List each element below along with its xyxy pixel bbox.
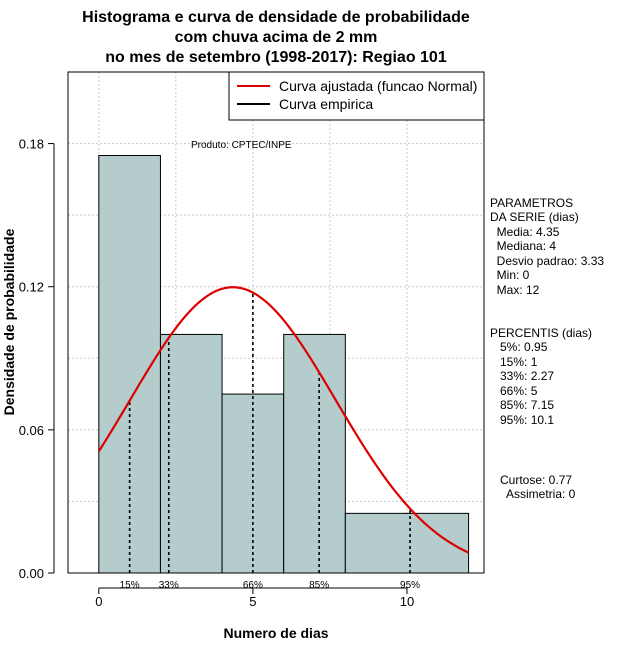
legend-label-fit: Curva ajustada (funcao Normal) <box>279 78 477 94</box>
curtose-line: Curtose: 0.77 <box>500 473 572 487</box>
parametros-line-3: Media: 4.35 <box>490 225 560 239</box>
chart-title-line-1: Histograma e curva de densidade de proba… <box>82 9 470 26</box>
percentis-line-3: 15%: 1 <box>490 355 538 369</box>
product-annotation: Produto: CPTEC/INPE <box>191 140 292 151</box>
shape-block: Curtose: 0.77 Assimetria: 0 <box>500 473 576 501</box>
histogram-bar-3 <box>283 333 346 574</box>
chart-title-line-3: no mes de setembro (1998-2017): Regiao 1… <box>105 49 447 66</box>
legend: Curva ajustada (funcao Normal) Curva emp… <box>228 71 485 121</box>
chart-title-line-2: com chuva acima de 2 mm <box>175 29 378 46</box>
percentis-line-7: 95%: 10.1 <box>490 413 554 427</box>
y-tick-label-2: 0.12 <box>19 280 44 295</box>
histogram-bar-1 <box>159 333 223 574</box>
histogram-bar-2 <box>221 393 285 574</box>
y-tick-label-0: 0.00 <box>19 566 44 581</box>
curve-layer <box>97 286 470 554</box>
percentis-line-4: 33%: 2.27 <box>490 369 554 383</box>
x-axis-label: Numero de dias <box>223 625 328 641</box>
percentile-label-4: 95% <box>400 580 420 591</box>
legend-label-empirical: Curva empirica <box>279 96 373 112</box>
parametros-line-7: Max: 12 <box>490 283 540 297</box>
percentis-line-2: 5%: 0.95 <box>490 340 548 354</box>
percentile-label-3: 85% <box>309 580 329 591</box>
parametros-line-1: PARAMETROS <box>490 196 573 210</box>
bars-layer <box>98 155 470 574</box>
y-tick-label-3: 0.18 <box>19 137 44 152</box>
x-tick-label-2: 10 <box>400 594 414 609</box>
parametros-line-4: Mediana: 4 <box>490 239 556 253</box>
parametros-line-5: Desvio padrao: 3.33 <box>490 254 604 268</box>
percentile-label-1: 33% <box>159 580 179 591</box>
legend-box <box>228 71 485 121</box>
percentile-lines-layer: 15% 33% 66% 85% 95% <box>120 292 420 591</box>
parametros-line-2: DA SERIE (dias) <box>490 210 579 224</box>
percentis-line-1: PERCENTIS (dias) <box>490 326 592 340</box>
percentis-line-6: 85%: 7.15 <box>490 398 554 412</box>
percentis-line-5: 66%: 5 <box>490 384 538 398</box>
normal-fit-curve <box>97 286 470 554</box>
y-tick-label-1: 0.06 <box>19 423 44 438</box>
histogram-bar-0 <box>98 155 161 574</box>
x-tick-label-1: 5 <box>249 594 256 609</box>
chart-title: Histograma e curva de densidade de proba… <box>82 9 470 66</box>
percentis-block: PERCENTIS (dias) 5%: 0.95 15%: 1 33%: 2.… <box>490 326 592 427</box>
percentile-label-0: 15% <box>120 580 140 591</box>
parametros-line-6: Min: 0 <box>490 268 530 282</box>
assimetria-line: Assimetria: 0 <box>500 487 576 501</box>
percentile-label-2: 66% <box>243 580 263 591</box>
stats-panel: PARAMETROS DA SERIE (dias) Media: 4.35 M… <box>490 196 604 501</box>
parametros-block: PARAMETROS DA SERIE (dias) Media: 4.35 M… <box>490 196 604 297</box>
y-axis-label: Densidade de probabilidade <box>1 228 17 415</box>
axis-layer: 0 5 10 0.00 0.06 0.12 0.18 <box>19 137 415 609</box>
x-tick-label-0: 0 <box>95 594 102 609</box>
